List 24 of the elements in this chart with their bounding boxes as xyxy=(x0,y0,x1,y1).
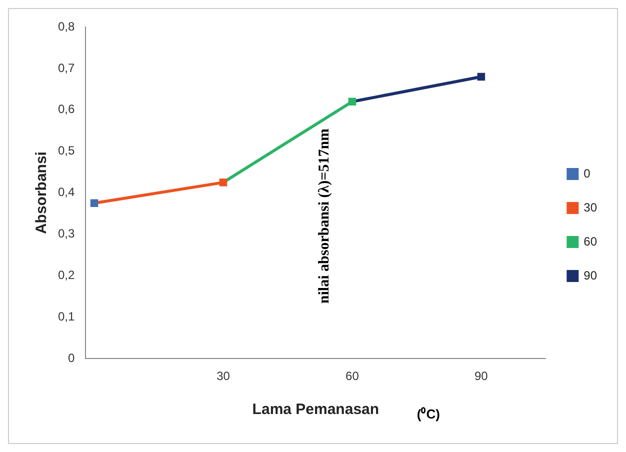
y-tick-label: 0,7 xyxy=(58,60,75,75)
legend-label: 0 xyxy=(584,166,591,180)
y-tick-label: 0,6 xyxy=(58,102,75,116)
legend-label: 90 xyxy=(584,268,598,282)
point xyxy=(90,199,98,208)
y-tick-label: 0,1 xyxy=(58,309,75,324)
legend-label: 60 xyxy=(584,234,598,248)
x-tick-label: 90 xyxy=(474,369,488,384)
legend-label: 30 xyxy=(584,200,598,214)
y-axis-title: Absorbansi xyxy=(33,152,50,234)
text: (⁰C) xyxy=(416,406,440,422)
y-tick-label: 0,2 xyxy=(58,268,75,282)
annotation: nilai absorbansi (λ)=517nm xyxy=(316,128,333,304)
x-tick-label: 30 xyxy=(216,369,230,384)
y-tick-label: 0,8 xyxy=(58,19,75,34)
y-tick-label: 0,4 xyxy=(58,185,75,200)
y-tick-label: 0,3 xyxy=(58,226,75,241)
point xyxy=(477,72,486,81)
x-axis-title: Lama Pemanasan xyxy=(252,401,380,418)
point xyxy=(219,178,228,186)
y-tick-label: 0,5 xyxy=(58,144,75,158)
point xyxy=(348,98,356,106)
y-tick-label: 0 xyxy=(68,350,75,365)
x-tick-label: 60 xyxy=(346,369,360,384)
